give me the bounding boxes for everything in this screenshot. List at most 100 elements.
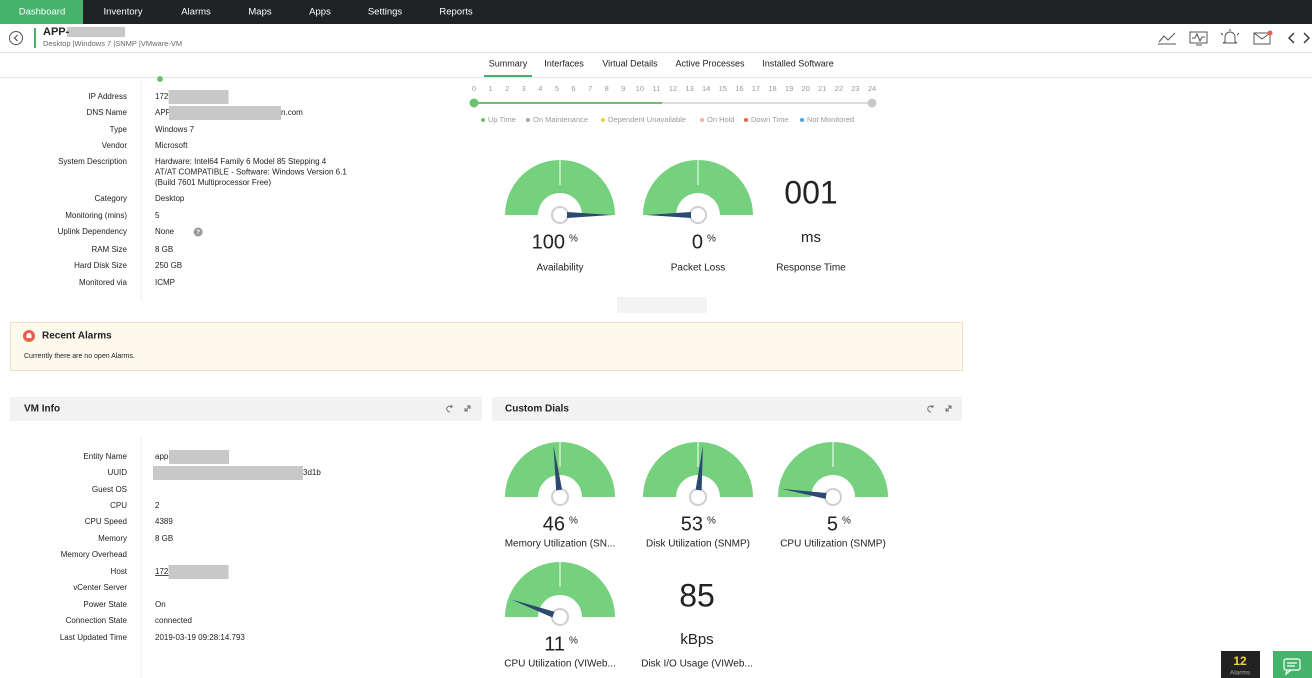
sub-tab[interactable]: Active Processes	[675, 58, 745, 68]
graph-icon[interactable]	[1158, 32, 1176, 45]
response-value: 001	[784, 174, 837, 210]
field-label: Memory	[98, 534, 127, 543]
legend-dot	[744, 118, 748, 122]
sub-tab[interactable]: Interfaces	[544, 58, 584, 68]
field-label: Guest OS	[92, 485, 127, 494]
top-nav	[0, 0, 1312, 24]
hour-label: 18	[768, 84, 776, 93]
refresh-button[interactable]	[927, 405, 934, 413]
status-bar	[34, 28, 36, 48]
panel-title: Recent Alarms	[42, 331, 112, 342]
back-button[interactable]	[9, 31, 23, 45]
field-label: Host	[111, 567, 128, 576]
gauge-knob	[551, 206, 569, 224]
hour-label: 12	[669, 84, 677, 93]
field-value: None	[155, 227, 175, 236]
response-label: Response Time	[776, 263, 846, 274]
gauge-needle	[567, 212, 612, 218]
nav-tab[interactable]: Apps	[309, 7, 331, 18]
status-dot	[157, 76, 163, 82]
nav-tab[interactable]: Inventory	[103, 7, 142, 18]
redaction	[169, 106, 282, 120]
monitor-icon[interactable]	[1189, 31, 1208, 46]
field-value[interactable]: 172.	[155, 567, 171, 576]
nav-tab[interactable]: Alarms	[181, 7, 211, 18]
panel-title: VM Info	[24, 404, 60, 415]
field-label: Entity Name	[83, 452, 127, 461]
hour-label: 2	[505, 84, 509, 93]
gauge-value: 11	[544, 633, 565, 655]
gauge-needle	[553, 445, 563, 491]
nav-tab-active[interactable]	[0, 0, 83, 24]
hour-label: 14	[702, 84, 710, 93]
nav-tab[interactable]: Reports	[439, 7, 473, 18]
field-label: Monitored via	[79, 278, 128, 287]
nav-tab[interactable]: Maps	[248, 7, 271, 18]
sub-tab[interactable]: Virtual Details	[602, 58, 658, 68]
hour-label: 7	[588, 84, 592, 93]
subtab-divider	[0, 77, 1312, 78]
field-value: 8 GB	[155, 534, 173, 543]
nav-tab[interactable]: Settings	[368, 7, 403, 18]
hour-label: 0	[472, 84, 476, 93]
device-subtitle: Desktop |Windows 7 |SNMP |VMware-VM	[43, 39, 182, 48]
gauge-knob	[689, 206, 707, 224]
hour-label: 9	[621, 84, 625, 93]
help-glyph: ?	[196, 229, 200, 236]
hour-label: 1	[488, 84, 492, 93]
redaction	[67, 27, 125, 37]
hour-label: 21	[818, 84, 826, 93]
gauge-unit: %	[707, 516, 716, 527]
field-value: Hardware: Intel64 Family 6 Model 85 Step…	[155, 157, 327, 166]
legend-dot	[481, 118, 485, 122]
gauge-label: CPU Utilization (SNMP)	[780, 539, 886, 550]
chat-button[interactable]	[1273, 651, 1312, 678]
hour-label: 4	[538, 84, 542, 93]
gauge-knob	[551, 608, 569, 626]
field-label: Hard Disk Size	[74, 261, 127, 270]
field-value: n.com	[281, 108, 303, 117]
legend-label: Dependent Unavailable	[608, 115, 686, 124]
refresh-button[interactable]	[446, 405, 453, 413]
field-value: ICMP	[155, 278, 175, 287]
timeline-start	[469, 98, 479, 108]
sub-tab[interactable]: Summary	[489, 58, 528, 68]
hour-label: 8	[605, 84, 609, 93]
next-button[interactable]	[1303, 32, 1310, 44]
alarm-count: 12	[1233, 654, 1247, 668]
help-icon[interactable]	[193, 227, 203, 237]
gauge-arc	[505, 160, 615, 215]
field-value: 2	[155, 501, 160, 510]
alarm-icon[interactable]	[1220, 29, 1240, 44]
field-value: 5	[155, 211, 160, 220]
redaction	[169, 450, 230, 464]
expand-button[interactable]	[464, 405, 471, 412]
hour-label: 3	[522, 84, 526, 93]
sub-tab[interactable]: Installed Software	[762, 58, 834, 68]
nav-tab[interactable]: Dashboard	[19, 7, 65, 18]
hour-label: 20	[801, 84, 809, 93]
legend-label: On Hold	[707, 115, 735, 124]
gauge-value: 53	[681, 513, 703, 535]
prev-button[interactable]	[1288, 32, 1295, 44]
field-label: CPU Speed	[85, 517, 127, 526]
gauge-arc	[643, 442, 753, 497]
gauge-value: 5	[827, 513, 838, 535]
field-value: 4389	[155, 517, 173, 526]
alarm-counter[interactable]	[1221, 651, 1260, 678]
field-value: AT/AT COMPATIBLE - Software: Windows Ver…	[155, 168, 347, 177]
numeric-value: 85	[679, 577, 715, 613]
field-value: app-	[155, 452, 171, 461]
field-value: APP	[155, 108, 171, 117]
bell-glyph	[26, 333, 32, 338]
field-label: Memory Overhead	[61, 550, 127, 559]
gauge-knob	[551, 488, 569, 506]
back-arrow	[13, 34, 18, 42]
gauge-unit: %	[569, 636, 578, 647]
custom-dials-header	[492, 397, 962, 421]
hour-label: 6	[571, 84, 575, 93]
expand-button[interactable]	[945, 405, 952, 412]
mail-icon[interactable]	[1253, 30, 1273, 45]
field-label: Connection State	[66, 616, 128, 625]
gauge-arc	[778, 442, 888, 497]
